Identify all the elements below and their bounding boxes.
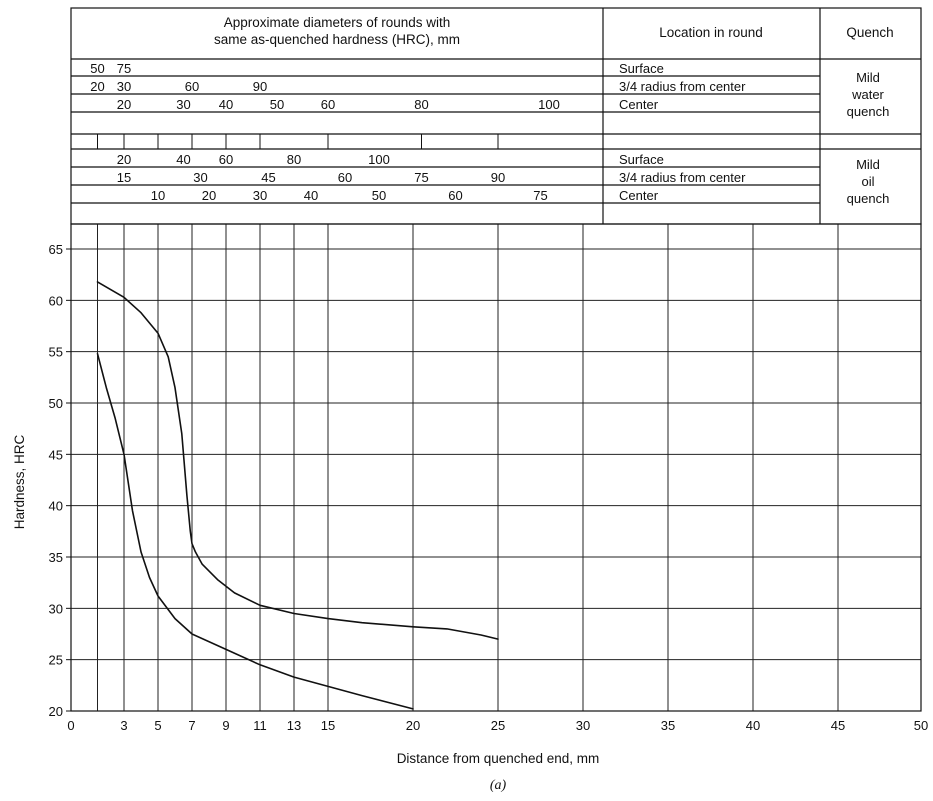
y-tick-labels: 20 25 30 35 40 45 50 55 60 65 <box>49 242 71 719</box>
diameter-title-line-2: same as-quenched hardness (HRC), mm <box>214 32 460 47</box>
oil-quench-label-3: quench <box>847 191 890 206</box>
header-diameter-label: 60 <box>185 79 199 94</box>
x-axis-label: Distance from quenched end, mm <box>397 751 600 766</box>
quench-title: Quench <box>846 25 893 40</box>
header-diameter-label: 30 <box>117 79 131 94</box>
header-diameter-label: 50 <box>270 97 284 112</box>
x-tick-label: 0 <box>67 718 74 733</box>
x-tick-label: 25 <box>491 718 505 733</box>
header-rows: 50 75 Surface 20 30 60 90 3/4 radius from cente… <box>90 61 746 203</box>
location-title: Location in round <box>659 25 763 40</box>
x-tick-label: 50 <box>914 718 928 733</box>
x-tick-label: 35 <box>661 718 675 733</box>
y-axis-label: Hardness, HRC <box>12 434 27 529</box>
header-diameter-label: 30 <box>193 170 207 185</box>
header-location-label: 3/4 radius from center <box>619 170 746 185</box>
lower-hardness-curve <box>96 352 414 710</box>
x-tick-labels: 0 3 5 7 9 11 13 15 20 25 30 35 40 45 50 <box>67 718 928 733</box>
x-tick-label: 9 <box>222 718 229 733</box>
header-location-label: Surface <box>619 152 664 167</box>
x-tick-label: 5 <box>154 718 161 733</box>
y-tick-label: 20 <box>49 704 63 719</box>
header-diameter-label: 75 <box>117 61 131 76</box>
y-tick-label: 35 <box>49 550 63 565</box>
header-location-label: 3/4 radius from center <box>619 79 746 94</box>
x-tick-label: 13 <box>287 718 301 733</box>
y-tick-label: 50 <box>49 396 63 411</box>
x-tick-label: 11 <box>253 718 267 733</box>
header-diameter-label: 45 <box>261 170 275 185</box>
diameter-header-table <box>70 7 922 225</box>
header-location-label: Center <box>619 97 659 112</box>
header-diameter-label: 75 <box>414 170 428 185</box>
x-tick-label: 30 <box>576 718 590 733</box>
header-diameter-label: 90 <box>253 79 267 94</box>
header-diameter-label: 20 <box>90 79 104 94</box>
water-quench-label-3: quench <box>847 104 890 119</box>
header-diameter-label: 60 <box>338 170 352 185</box>
hardness-curves <box>96 281 499 710</box>
oil-quench-label-2: oil <box>861 174 874 189</box>
header-diameter-label: 20 <box>117 152 131 167</box>
header-diameter-label: 40 <box>176 152 190 167</box>
header-diameter-label: 20 <box>202 188 216 203</box>
header-scale-ticks <box>97 134 499 149</box>
header-location-label: Center <box>619 188 659 203</box>
header-diameter-label: 15 <box>117 170 131 185</box>
x-tick-label: 7 <box>188 718 195 733</box>
figure-caption: (a) <box>490 778 507 793</box>
y-tick-label: 65 <box>49 242 63 257</box>
y-tick-label: 55 <box>49 345 63 360</box>
header-diameter-label: 80 <box>414 97 428 112</box>
header-diameter-label: 50 <box>90 61 104 76</box>
header-diameter-label: 60 <box>448 188 462 203</box>
header-diameter-label: 10 <box>151 188 165 203</box>
plot-grid <box>71 224 921 711</box>
header-diameter-label: 90 <box>491 170 505 185</box>
header-diameter-label: 30 <box>176 97 190 112</box>
header-diameter-label: 60 <box>321 97 335 112</box>
y-tick-label: 30 <box>49 601 63 616</box>
x-tick-label: 20 <box>406 718 420 733</box>
header-diameter-label: 20 <box>117 97 131 112</box>
header-diameter-label: 50 <box>372 188 386 203</box>
diameter-title-line-1: Approximate diameters of rounds with <box>224 15 451 30</box>
water-quench-label-2: water <box>851 87 884 102</box>
y-tick-label: 40 <box>49 499 63 514</box>
header-diameter-label: 30 <box>253 188 267 203</box>
plot-frame <box>70 223 922 712</box>
header-diameter-label: 75 <box>533 188 547 203</box>
x-tick-label: 15 <box>321 718 335 733</box>
y-tick-label: 45 <box>49 447 63 462</box>
header-diameter-label: 100 <box>538 97 560 112</box>
header-diameter-label: 40 <box>219 97 233 112</box>
oil-quench-label-1: Mild <box>856 157 880 172</box>
header-diameter-label: 60 <box>219 152 233 167</box>
header-diameter-label: 40 <box>304 188 318 203</box>
header-location-label: Surface <box>619 61 664 76</box>
x-tick-label: 3 <box>120 718 127 733</box>
y-tick-label: 60 <box>49 293 63 308</box>
x-tick-label: 40 <box>746 718 760 733</box>
x-tick-label: 45 <box>831 718 845 733</box>
upper-hardness-curve <box>96 281 499 640</box>
header-diameter-label: 80 <box>287 152 301 167</box>
water-quench-label-1: Mild <box>856 70 880 85</box>
y-tick-label: 25 <box>49 653 63 668</box>
header-diameter-label: 100 <box>368 152 390 167</box>
